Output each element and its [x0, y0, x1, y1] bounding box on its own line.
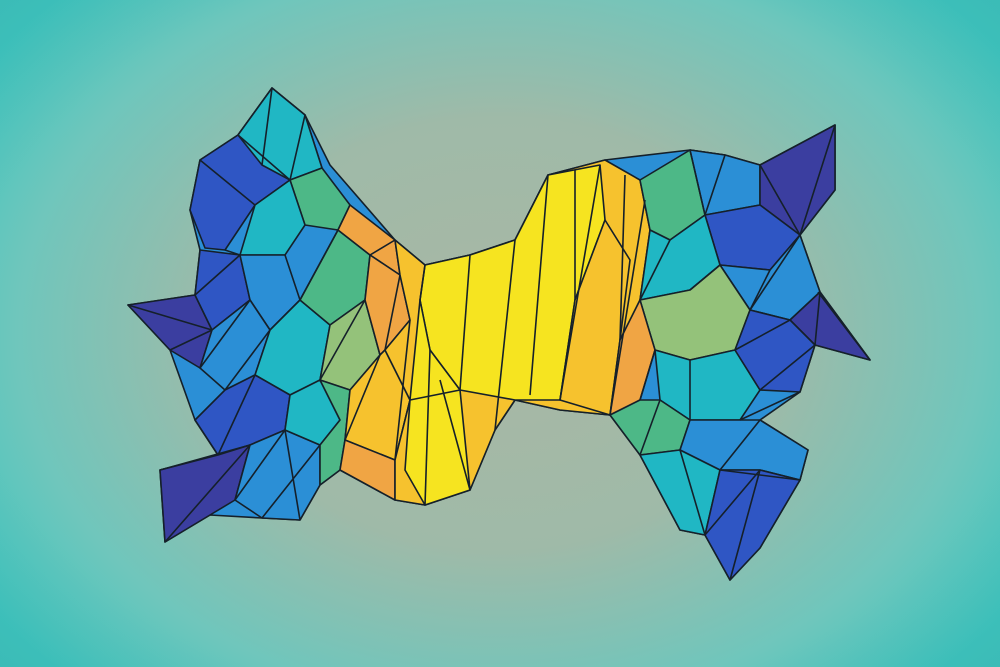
facet-edge	[814, 291, 821, 346]
facet-edge	[719, 419, 761, 471]
facet-edge	[159, 444, 251, 471]
facet-edge	[494, 239, 516, 431]
facet-edge	[169, 329, 213, 351]
center-lower	[404, 299, 471, 506]
facet-edge	[289, 114, 306, 181]
facet-edge	[199, 299, 251, 369]
facet-edge	[759, 164, 801, 236]
facet-edge	[639, 349, 656, 401]
facet-edge	[704, 154, 726, 216]
facet-edge	[817, 291, 871, 361]
facet-edge	[734, 319, 791, 351]
facet-edge	[749, 234, 801, 311]
facet-edge	[704, 469, 761, 536]
facet-edge	[284, 429, 301, 521]
facet-edge	[319, 299, 366, 381]
facet-edge	[529, 174, 549, 396]
facet-edge	[639, 239, 671, 301]
facet-edge	[234, 429, 286, 501]
facet-edge	[224, 329, 271, 391]
right-top-point	[759, 124, 836, 236]
facet-edge	[409, 389, 461, 401]
facet-edge	[424, 349, 431, 506]
facet-edge	[439, 379, 471, 491]
facet-edge	[261, 87, 273, 166]
facet-edge	[261, 444, 321, 519]
facet-edge	[344, 354, 381, 441]
left-wing-facet	[239, 179, 306, 256]
facet-edge	[739, 391, 801, 421]
facet-edge	[217, 374, 256, 456]
facet-edge	[679, 449, 706, 536]
facet-edge	[689, 149, 706, 216]
facet-edge	[639, 399, 661, 456]
facet-edge	[799, 124, 836, 236]
facet-edge	[384, 274, 401, 351]
right-bottom-point	[704, 469, 801, 581]
facet-edge	[394, 319, 411, 461]
facet-edge	[689, 264, 721, 291]
facet-edge	[459, 254, 471, 391]
left-point	[127, 294, 213, 369]
facet-edge	[369, 239, 396, 256]
facet-edge	[164, 444, 251, 543]
facet-edge	[609, 199, 646, 416]
facet-edge	[224, 249, 241, 256]
facet-edge	[237, 134, 291, 181]
facet-edge	[749, 269, 771, 311]
facet-edge	[299, 229, 339, 301]
facet-edge	[127, 304, 213, 331]
facet-edge	[759, 344, 816, 391]
facet-edge	[619, 174, 626, 341]
facet-edge	[729, 469, 761, 581]
facet-edge	[559, 164, 601, 401]
facet-edge	[719, 469, 801, 481]
facet-edge	[194, 254, 241, 296]
facet-edge	[419, 264, 426, 301]
facet-edge	[199, 159, 256, 206]
